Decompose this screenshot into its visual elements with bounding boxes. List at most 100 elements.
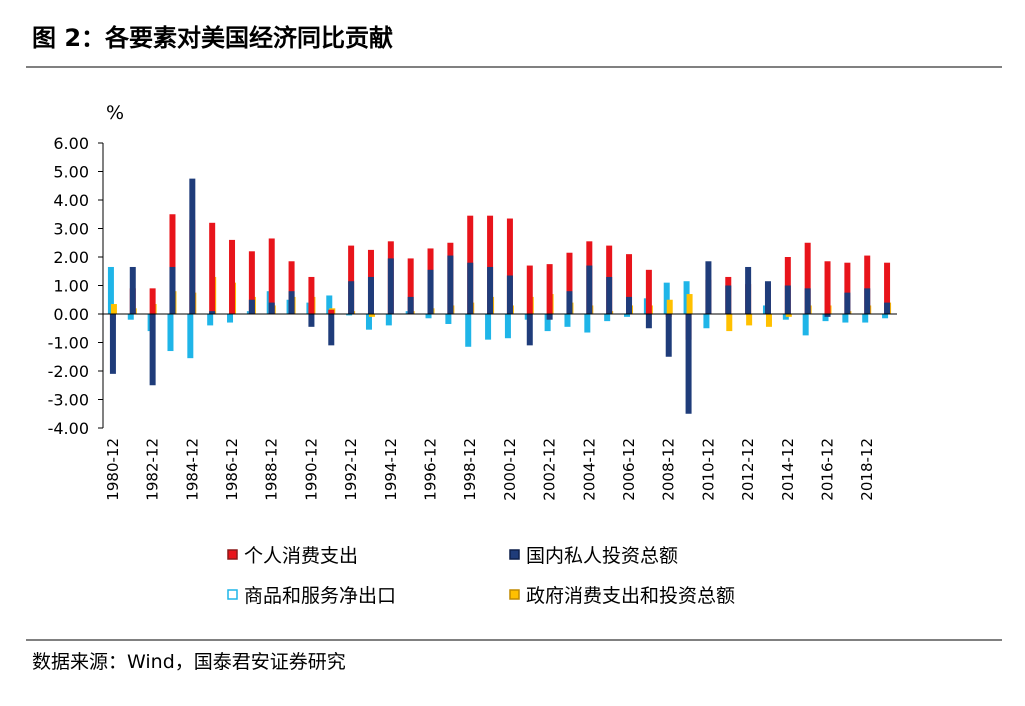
bar	[626, 296, 633, 314]
x-tick-label: 2008-12	[660, 438, 678, 501]
bar	[308, 276, 315, 314]
source: 数据来源：Wind，国泰君安证券研究	[32, 651, 346, 673]
bar	[169, 214, 176, 314]
bar	[804, 288, 811, 314]
bar	[606, 276, 613, 314]
bar	[485, 314, 492, 340]
x-tick-label: 1982-12	[144, 438, 162, 501]
x-tick-label: 1992-12	[342, 438, 360, 501]
bar	[348, 245, 355, 314]
bar	[544, 314, 551, 332]
bar	[784, 285, 791, 314]
bar	[686, 294, 693, 314]
bar	[407, 296, 414, 314]
bar	[666, 299, 673, 314]
bar	[884, 302, 891, 314]
bar	[844, 262, 851, 314]
y-tick-label: 0.00	[53, 305, 89, 324]
bar	[487, 215, 494, 314]
bar	[227, 314, 234, 323]
bar	[703, 314, 710, 329]
legend-label: 政府消费支出和投资总额	[526, 585, 735, 607]
bar	[207, 314, 214, 326]
y-tick-label: 5.00	[53, 163, 89, 182]
bar	[824, 314, 831, 317]
x-tick-label: 1980-12	[104, 438, 122, 501]
legend-label: 国内私人投资总额	[526, 545, 678, 567]
bar	[365, 314, 372, 330]
x-tick-label: 2006-12	[620, 438, 638, 501]
bar	[368, 314, 375, 317]
bar	[328, 314, 335, 346]
legend-label: 个人消费支出	[244, 545, 358, 567]
bar	[506, 275, 513, 314]
bar	[288, 291, 295, 314]
bar	[107, 266, 114, 314]
x-tick-label: 1998-12	[461, 438, 479, 501]
bar	[189, 178, 196, 314]
bar	[785, 314, 792, 317]
bar	[149, 314, 156, 386]
bar	[884, 262, 891, 314]
bar	[248, 299, 255, 314]
bar	[169, 266, 176, 314]
legend-swatch	[509, 589, 520, 600]
bar	[626, 254, 633, 314]
y-tick-label: 4.00	[53, 191, 89, 210]
x-tick-label: 2010-12	[699, 438, 717, 501]
y-tick-label: -1.00	[48, 334, 89, 353]
bar	[445, 314, 452, 324]
bar	[288, 261, 295, 314]
x-tick-label: 2016-12	[819, 438, 837, 501]
bar	[645, 269, 652, 314]
bar	[764, 281, 771, 314]
bar	[882, 314, 889, 319]
bar	[624, 314, 631, 317]
bar	[546, 314, 553, 320]
bar	[209, 311, 216, 314]
bar	[802, 314, 809, 336]
bar	[864, 288, 871, 314]
bar	[127, 314, 134, 320]
x-tick-label: 2018-12	[858, 438, 876, 501]
x-tick-label: 2002-12	[541, 438, 559, 501]
bar	[387, 258, 394, 314]
x-tick-label: 2014-12	[779, 438, 797, 501]
bar	[546, 264, 553, 314]
bar	[526, 314, 533, 346]
y-tick-label: 1.00	[53, 277, 89, 296]
bar	[746, 314, 753, 326]
bar	[604, 314, 611, 322]
bar	[804, 242, 811, 314]
bar	[467, 262, 474, 314]
legend-swatch	[509, 549, 520, 560]
bar	[167, 314, 174, 352]
bar	[665, 314, 672, 357]
legend-swatch	[227, 589, 238, 600]
bar	[685, 314, 692, 414]
bar	[209, 222, 216, 314]
bar	[348, 281, 355, 314]
bar	[504, 314, 511, 339]
y-tick-label: 3.00	[53, 220, 89, 239]
bar	[844, 292, 851, 314]
bar	[705, 261, 712, 314]
bar	[862, 314, 869, 323]
bar	[149, 288, 156, 314]
x-tick-label: 2012-12	[739, 438, 757, 501]
y-tick-label: -3.00	[48, 391, 89, 410]
bar	[566, 291, 573, 314]
bar	[663, 282, 670, 314]
bar	[726, 314, 733, 332]
y-tick-label: -4.00	[48, 419, 89, 438]
x-tick-label: 1984-12	[183, 438, 201, 501]
x-tick-label: 2000-12	[501, 438, 519, 501]
bar	[268, 302, 275, 314]
bar	[725, 285, 732, 314]
bar	[385, 314, 392, 326]
bar	[645, 314, 652, 329]
x-tick-label: 1996-12	[422, 438, 440, 501]
y-tick-label: -2.00	[48, 362, 89, 381]
bar	[326, 295, 333, 314]
